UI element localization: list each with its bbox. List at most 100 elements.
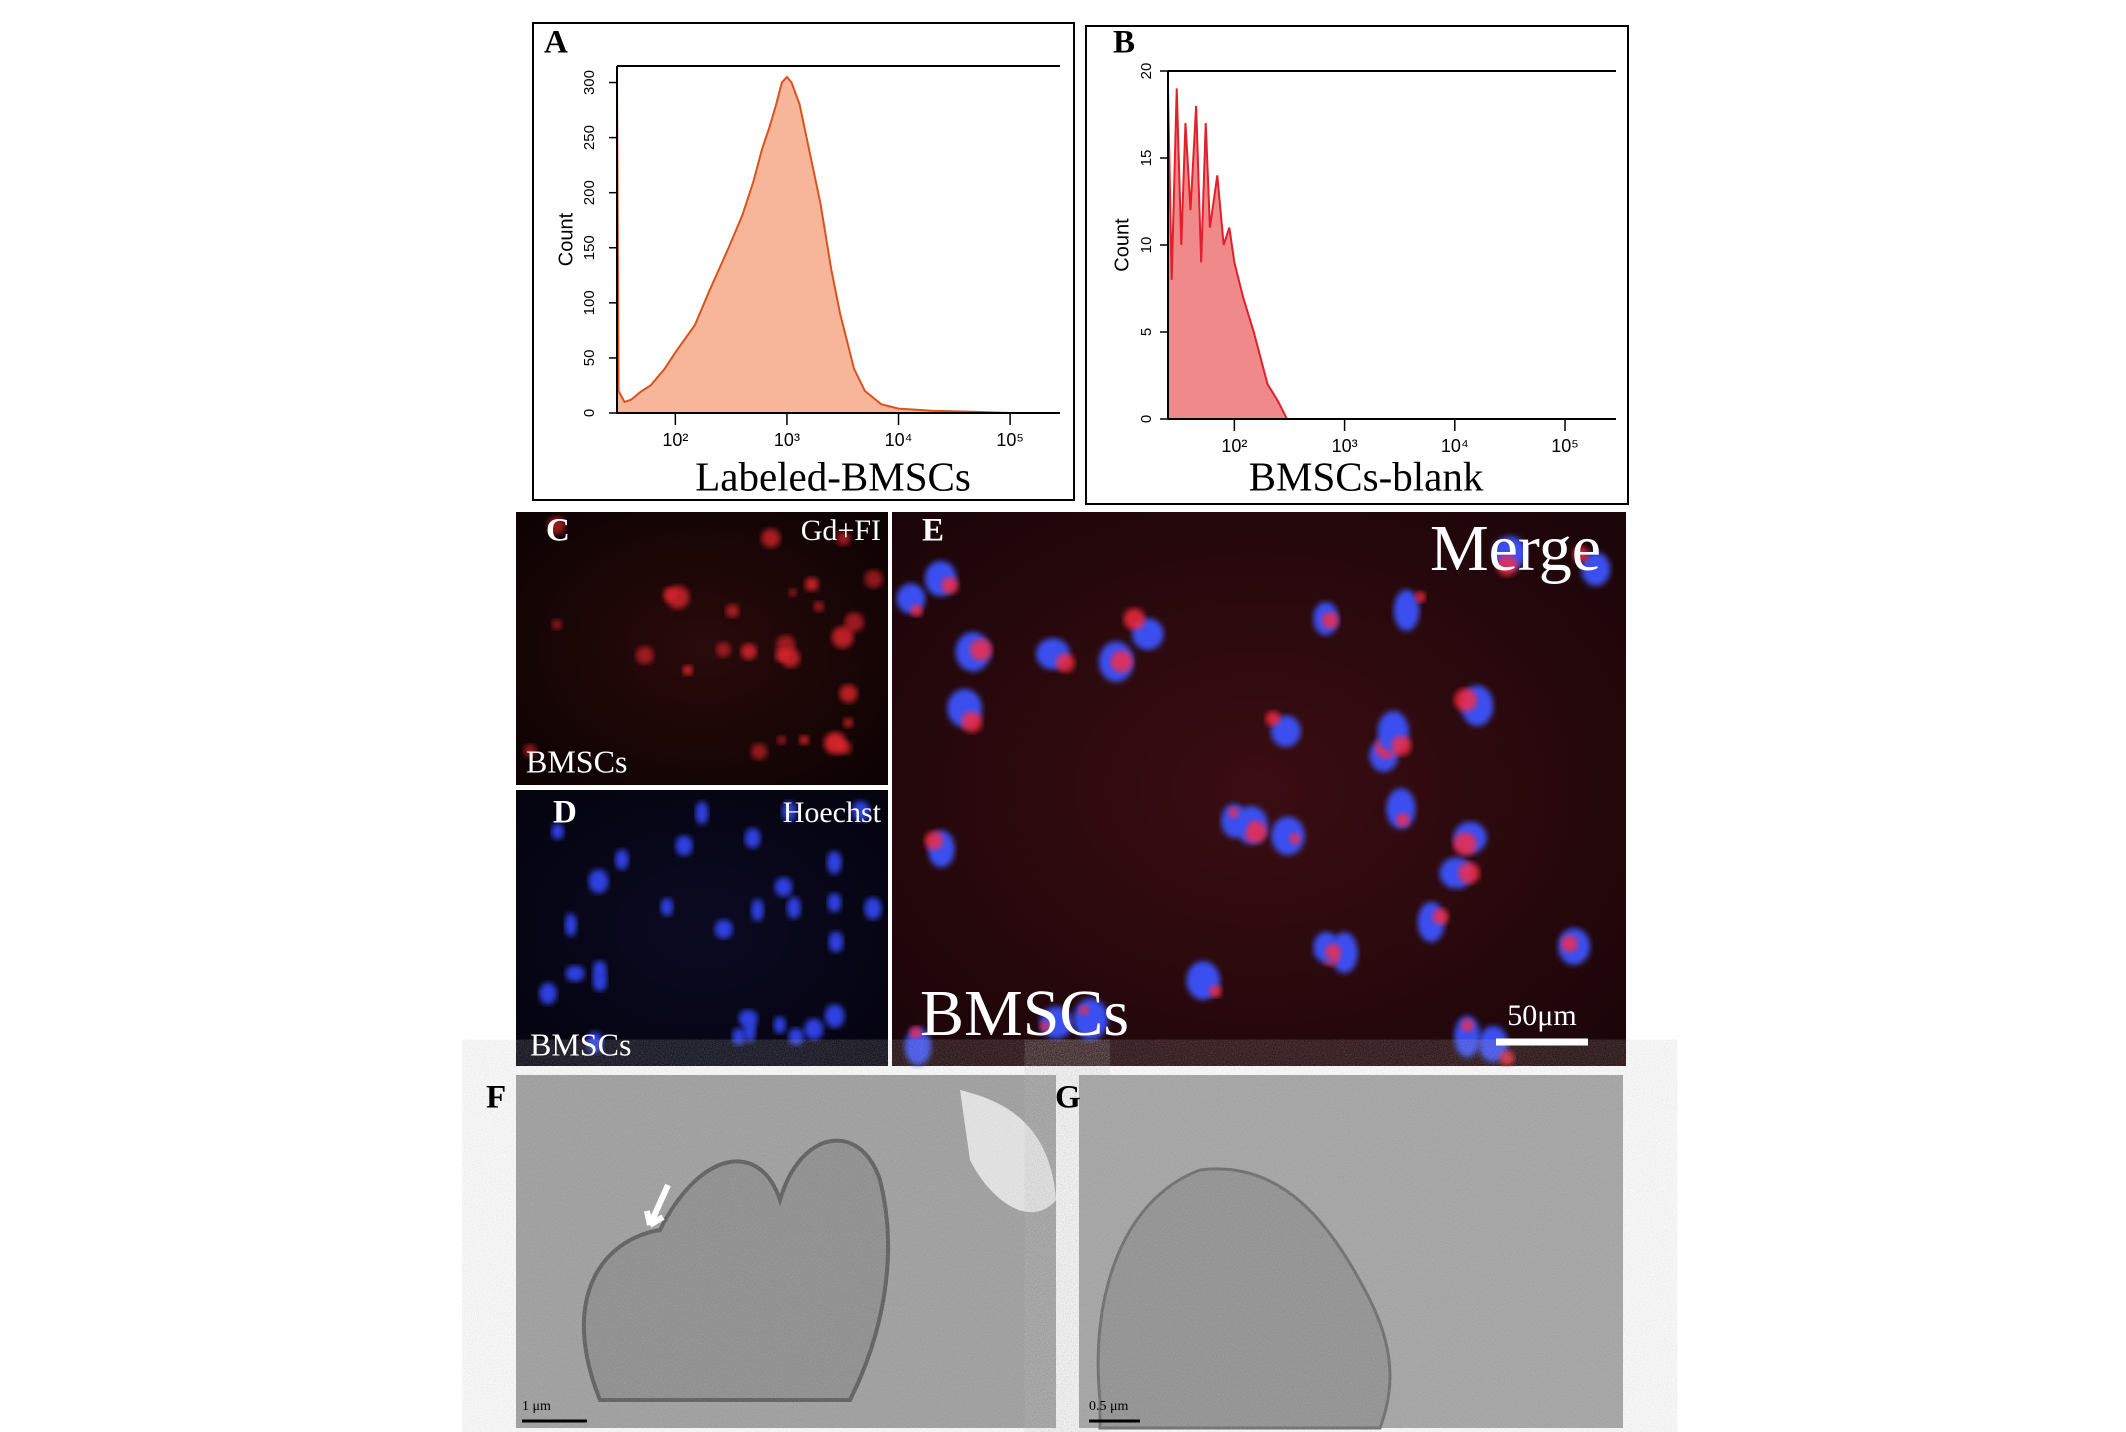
cell-signal <box>725 604 740 618</box>
cell-signal <box>551 619 563 630</box>
cell-signal <box>910 604 923 617</box>
x-tick-label: 10⁵ <box>996 430 1023 450</box>
cell-label: BMSCs <box>530 1026 631 1062</box>
cell-signal <box>682 665 693 676</box>
nucleus <box>774 877 793 897</box>
nucleus <box>851 800 870 822</box>
y-tick-label: 5 <box>1138 328 1155 336</box>
y-tick-label: 20 <box>1138 63 1155 80</box>
nucleus <box>904 1027 932 1066</box>
nucleus <box>1221 803 1248 838</box>
panel-letter: B <box>1113 25 1135 61</box>
cell-signal <box>1461 1018 1475 1032</box>
y-tick-label: 15 <box>1138 150 1155 167</box>
nucleus <box>773 1016 786 1034</box>
cell-signal <box>1453 832 1477 856</box>
cell-signal <box>961 711 983 733</box>
cell-signal <box>788 588 797 597</box>
cell-signal <box>1123 608 1146 630</box>
panel-letter: E <box>922 513 944 549</box>
cell-signal <box>1228 807 1240 819</box>
nucleus <box>804 1018 824 1041</box>
texture <box>1079 1075 1623 1428</box>
cell-signal <box>716 642 731 658</box>
cell-signal <box>523 744 537 757</box>
stain-label: Gd+FI <box>801 514 881 547</box>
nucleus <box>826 851 842 875</box>
cell-signal <box>1395 812 1410 827</box>
cell-signal <box>635 646 654 665</box>
histogram: B Count BMSCs-blank 0 5 10 15 20 10² 10³ 10⁴ 10⁵ <box>1085 25 1629 505</box>
nucleus <box>586 1031 604 1054</box>
cell-signal <box>864 569 883 588</box>
cell-signal <box>1055 653 1075 673</box>
y-tick-label: 0 <box>1138 415 1155 423</box>
cell-signal <box>740 643 757 660</box>
stain-label: Merge <box>1430 512 1601 585</box>
cell-signal <box>777 735 787 745</box>
x-tick-label: 10⁴ <box>1441 436 1469 456</box>
panel-g <box>1079 1075 1623 1430</box>
cell-signal <box>1321 611 1339 629</box>
nucleus <box>1040 1006 1073 1039</box>
panel-f <box>516 1075 1056 1428</box>
nucleus <box>751 899 764 922</box>
cell-signal <box>1432 908 1449 925</box>
nucleus <box>828 931 844 953</box>
panel-d <box>516 790 888 1066</box>
nucleus <box>592 960 607 981</box>
x-tick-label: 10² <box>662 430 688 450</box>
nucleus <box>551 823 565 840</box>
panel-letter: C <box>546 513 570 549</box>
y-tick-label: 100 <box>581 290 598 315</box>
panel-letter: G <box>1055 1080 1081 1116</box>
cell-signal <box>843 717 854 728</box>
panel-letter: D <box>553 795 577 831</box>
cell-signal <box>1561 935 1579 953</box>
cell-signal <box>1325 943 1342 960</box>
y-tick-label: 200 <box>581 180 598 205</box>
y-tick-label: 10 <box>1138 237 1155 254</box>
cell-signal <box>831 626 854 649</box>
micrograph <box>892 512 1626 1066</box>
arrow <box>644 1183 671 1228</box>
panel-letter: A <box>544 25 568 61</box>
cell-signal <box>1391 735 1412 756</box>
cell-signal <box>1458 862 1480 884</box>
x-axis-label: BMSCs-blank <box>1249 453 1484 499</box>
cell-signal <box>969 638 992 661</box>
cell-signal <box>1078 1004 1090 1016</box>
nucleus <box>1581 552 1611 587</box>
x-axis-label: Labeled-BMSCs <box>695 453 971 499</box>
cell-signal <box>663 587 677 602</box>
panel-e <box>892 512 1626 1066</box>
cell-signal <box>547 516 566 535</box>
cell-signal <box>836 531 851 546</box>
stain-label: Hoechst <box>783 796 882 829</box>
x-tick-label: 10⁵ <box>1551 436 1578 456</box>
cell-signal <box>844 612 864 632</box>
cell-label: BMSCs <box>920 977 1129 1050</box>
y-tick-label: 50 <box>581 350 598 367</box>
nucleus <box>675 835 693 856</box>
cell-signal <box>924 831 944 850</box>
panel-c <box>516 512 888 785</box>
panel-letter: F <box>486 1080 506 1116</box>
nucleus <box>1271 816 1305 856</box>
cell-signal <box>1289 833 1301 845</box>
scale-bar-label: 1 μm <box>522 1399 551 1414</box>
cell-label: BMSCs <box>526 743 627 779</box>
cell-signal <box>1244 820 1267 844</box>
cell-signal <box>1496 554 1518 576</box>
nucleus <box>660 898 674 916</box>
y-tick-label: 250 <box>581 125 598 150</box>
cell-signal <box>813 601 825 612</box>
cell-signal <box>839 684 858 703</box>
cell-signal <box>1265 711 1281 727</box>
y-axis-label: Count <box>555 212 577 266</box>
cell-signal <box>909 1026 923 1039</box>
cell-signal <box>761 528 781 548</box>
cell-signal <box>941 576 959 595</box>
nucleus <box>588 869 609 894</box>
nucleus <box>786 896 801 919</box>
